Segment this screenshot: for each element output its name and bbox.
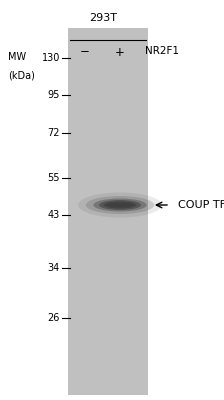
Text: (kDa): (kDa) [8,70,35,80]
Text: −: − [80,46,90,58]
Ellipse shape [99,200,141,210]
Text: 130: 130 [42,53,60,63]
Text: 293T: 293T [89,13,117,23]
Text: MW: MW [8,52,26,62]
Text: 34: 34 [48,263,60,273]
Text: NR2F1: NR2F1 [145,46,179,56]
Text: 26: 26 [48,313,60,323]
Ellipse shape [86,196,154,214]
Text: +: + [115,46,125,58]
Text: 43: 43 [48,210,60,220]
Text: COUP TF1: COUP TF1 [178,200,224,210]
Ellipse shape [104,202,136,208]
Ellipse shape [78,192,162,218]
Text: 55: 55 [47,173,60,183]
Ellipse shape [108,203,132,207]
Text: 95: 95 [48,90,60,100]
Bar [68,28,148,395]
Text: 72: 72 [47,128,60,138]
Ellipse shape [93,198,146,212]
